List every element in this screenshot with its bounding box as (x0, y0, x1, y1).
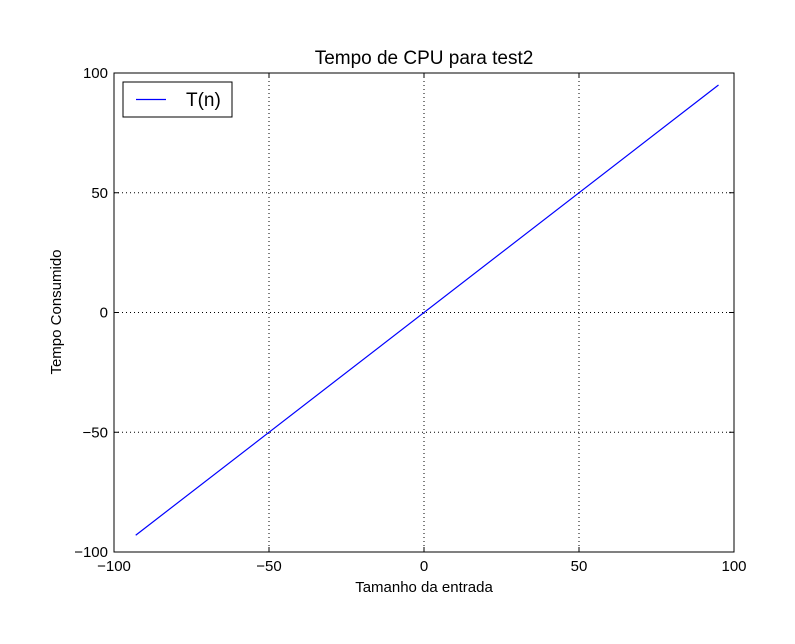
x-tick-label: −100 (97, 558, 131, 575)
chart-title: Tempo de CPU para test2 (315, 48, 534, 69)
x-axis-label: Tamanho da entrada (355, 579, 493, 596)
series-line-t-n (135, 84, 719, 536)
grid (114, 73, 734, 552)
x-tick-labels: −100 −50 0 50 100 (97, 558, 746, 575)
series-layer (135, 84, 719, 536)
x-tick-label: −50 (256, 558, 281, 575)
x-tick-label: 50 (571, 558, 588, 575)
y-axis-label: Tempo Consumido (48, 249, 65, 374)
ticks (113, 72, 735, 553)
y-tick-label: 50 (91, 185, 108, 202)
x-tick-label: 0 (420, 558, 428, 575)
y-tick-labels: −100 −50 0 50 100 (74, 65, 108, 561)
y-tick-label: −50 (83, 424, 108, 441)
y-tick-label: 100 (83, 65, 108, 82)
x-tick-label: 100 (721, 558, 746, 575)
y-tick-label: 0 (100, 305, 108, 322)
y-tick-label: −100 (74, 544, 108, 561)
legend-label: T(n) (186, 90, 221, 111)
legend: T(n) (122, 81, 233, 118)
